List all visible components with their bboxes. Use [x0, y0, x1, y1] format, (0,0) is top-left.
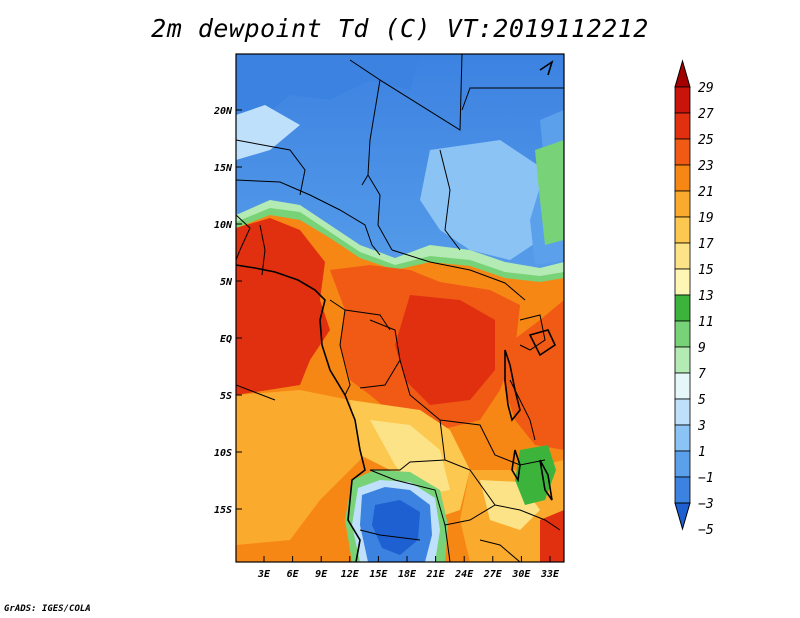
coastlines-and-lakes: [236, 60, 557, 562]
sahara-light-region: [236, 105, 300, 160]
lat-tick-label: EQ: [220, 334, 232, 345]
colorbar-swatch: [674, 294, 691, 322]
west-coast-very-humid: [236, 218, 330, 395]
east-rift-humid: [500, 300, 564, 450]
lat-tick-label: 10N: [214, 220, 233, 231]
colorbar-label: 11: [698, 315, 714, 330]
latitude-axis: 20N 15N 10N 5N EQ 5S 10S 15S: [213, 106, 242, 516]
colorbar-label: 19: [698, 211, 714, 226]
colorbar-label: 15: [698, 263, 714, 278]
lon-tick-label: 6E: [287, 569, 300, 580]
lon-tick-label: 3E: [257, 569, 271, 580]
grads-credit: GrADS: IGES/COLA: [4, 604, 91, 614]
colorbar-label: −3: [698, 497, 714, 512]
coastal-south-band: [236, 390, 380, 545]
plot-frame: [235, 53, 565, 563]
lon-tick-label: 9E: [315, 569, 328, 580]
colorbar-swatch: [674, 242, 691, 270]
colorbar-label: 17: [698, 237, 714, 252]
colorbar-swatch: [674, 372, 691, 400]
colorbar-swatch: [674, 268, 691, 296]
colorbar-label: −1: [698, 471, 714, 486]
colorbar-swatch: [674, 450, 691, 478]
lon-tick-label: 33E: [540, 569, 560, 580]
east-green-band: [535, 140, 564, 245]
colorbar-swatch: [674, 320, 691, 348]
lon-tick-label: 12E: [341, 569, 360, 580]
colorbar-label: 13: [698, 289, 714, 304]
colorbar-label: 23: [698, 159, 714, 174]
lon-tick-label: 24E: [454, 569, 474, 580]
lat-tick-label: 15N: [214, 163, 233, 174]
colorbar-top-arrow: [674, 59, 691, 88]
colorbar-label: 1: [698, 445, 706, 460]
map-title: 2m dewpoint Td (C) VT:2019112212: [151, 14, 649, 43]
colorbar-swatch: [674, 424, 691, 452]
lon-tick-label: 27E: [483, 569, 503, 580]
lon-tick-label: 21E: [426, 569, 446, 580]
colorbar: 29 27 25 23 21 19 17 15 13 11 9 7 5 3 1 −1 −3 −5: [674, 59, 714, 538]
angola-highlands-pale: [370, 420, 450, 495]
colorbar-swatch: [674, 138, 691, 166]
colorbar-swatch: [674, 190, 691, 218]
colorbar-label: 29: [698, 81, 714, 96]
congo-core-humid: [395, 295, 495, 405]
lon-tick-label: 18E: [398, 569, 417, 580]
colorbar-swatch: [674, 86, 691, 114]
map-plot: [236, 54, 564, 562]
mozambique-humid: [540, 510, 564, 562]
lon-tick-label: 30E: [511, 569, 531, 580]
lat-tick-label: 5N: [220, 277, 233, 288]
colorbar-label: 9: [698, 341, 706, 356]
country-borders: [236, 54, 564, 562]
colorbar-swatch: [674, 164, 691, 192]
lon-tick-label: 15E: [369, 569, 388, 580]
colorbar-swatch: [674, 398, 691, 426]
colorbar-label: −5: [698, 523, 714, 538]
colorbar-label: 21: [698, 185, 714, 200]
sahara-dark-region: [236, 54, 420, 120]
colorbar-label: 27: [698, 107, 714, 122]
longitude-axis: 3E 6E 9E 12E 15E 18E 21E 24E 27E 30E 33E: [257, 556, 560, 580]
colorbar-swatch: [674, 476, 691, 504]
colorbar-label: 3: [697, 419, 706, 434]
colorbar-label: 25: [698, 133, 714, 148]
colorbar-label: 5: [698, 393, 706, 408]
lat-tick-label: 20N: [213, 106, 233, 117]
kalahari-dry-center: [372, 500, 420, 555]
colorbar-label: 7: [698, 367, 706, 382]
colorbar-swatch: [674, 346, 691, 374]
lat-tick-label: 5S: [220, 391, 232, 402]
lat-tick-label: 15S: [214, 505, 232, 516]
colorbar-swatch: [674, 216, 691, 244]
sudan-dry-region: [420, 140, 545, 260]
colorbar-bottom-arrow: [674, 502, 691, 531]
lat-tick-label: 10S: [214, 448, 232, 459]
colorbar-swatch: [674, 112, 691, 140]
